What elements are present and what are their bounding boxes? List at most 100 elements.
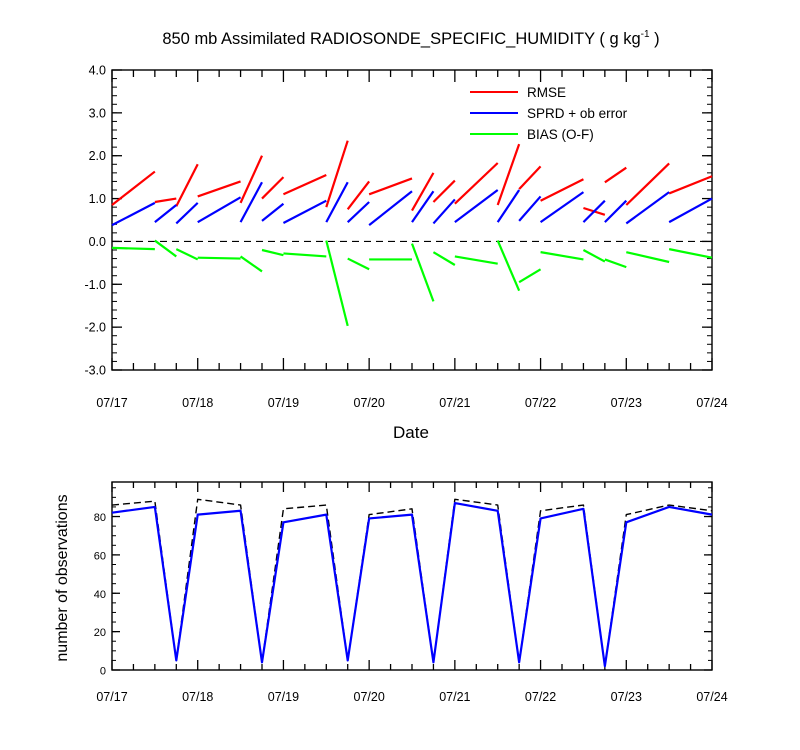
y-tick-label: 0.0: [89, 235, 106, 249]
line-segment: [604, 258, 627, 269]
line-segment: [668, 175, 713, 195]
line-segment: [197, 256, 241, 260]
x-tick-label: 07/22: [525, 690, 556, 704]
legend: RMSE SPRD + ob error BIAS (O-F): [470, 85, 628, 142]
line-segment: [261, 248, 284, 257]
series-rmse: [111, 140, 713, 216]
legend-label: SPRD + ob error: [527, 106, 628, 121]
line-segment: [496, 143, 521, 206]
line-segment: [325, 240, 349, 327]
line-segment: [325, 181, 349, 223]
y-tick-label: 60: [94, 550, 106, 562]
line-segment: [111, 170, 156, 206]
line-segment: [518, 268, 542, 284]
line-segment: [582, 249, 606, 263]
line-segment: [604, 199, 628, 223]
x-axis-label: Date: [393, 423, 429, 442]
line-segment: [668, 248, 713, 259]
line-segment: [411, 172, 435, 212]
x-tick-label: 07/20: [354, 396, 385, 410]
line-segment: [283, 252, 327, 258]
x-tick-label: 07/17: [96, 690, 127, 704]
line-segment: [496, 189, 521, 223]
line-segment: [368, 190, 413, 227]
x-tick-label: 07/24: [696, 690, 727, 704]
x-tick-label: 07/23: [611, 396, 642, 410]
y-tick-label: -1.0: [84, 278, 106, 292]
line-segment: [625, 162, 670, 206]
y-tick-label: 2.0: [89, 149, 106, 163]
line-segment: [347, 257, 370, 271]
line-segment: [518, 195, 542, 222]
line-segment: [625, 191, 670, 225]
y-tick-label: 4.0: [89, 64, 106, 78]
line-segment: [239, 155, 264, 204]
line-segment: [175, 202, 199, 225]
line-segment: [626, 251, 670, 264]
line-segment: [346, 201, 370, 223]
line-segment: [175, 248, 199, 261]
y-tick-label: 20: [94, 627, 106, 639]
y-tick-label: -3.0: [84, 364, 106, 378]
line-segment: [197, 196, 242, 224]
line-segment: [540, 251, 584, 261]
line-segment: [282, 173, 327, 196]
line-segment: [282, 199, 327, 224]
line-segment: [346, 180, 371, 210]
line-segment: [432, 198, 456, 225]
x-tick-label: 07/20: [354, 690, 385, 704]
line-segment: [154, 239, 177, 258]
line-segment: [239, 181, 263, 223]
line-segment: [197, 180, 241, 198]
line-segment: [175, 163, 199, 207]
line-segment: [111, 201, 156, 227]
line-segment: [539, 191, 585, 224]
line-segment: [368, 177, 413, 196]
line-segment: [432, 179, 456, 203]
line-segment: [454, 189, 499, 224]
x-tick-label: 07/21: [439, 690, 470, 704]
x-tick-label: 07/18: [182, 396, 213, 410]
line-segment: [454, 255, 498, 265]
x-tick-label: 07/24: [696, 396, 727, 410]
x-tick-label: 07/19: [268, 690, 299, 704]
line-segment: [410, 243, 435, 302]
y-tick-label: 40: [94, 589, 106, 601]
x-tick-label: 07/23: [611, 690, 642, 704]
y-tick-label: 3.0: [89, 106, 106, 120]
y-axis-label: number of observations: [54, 494, 71, 661]
line-segment: [411, 190, 435, 223]
line-segment: [325, 140, 349, 208]
series-sprd-ob-error: [111, 181, 713, 227]
line-segment: [432, 251, 456, 266]
line-segment: [604, 166, 627, 184]
chart-title: 850 mb Assimilated RADIOSONDE_SPECIFIC_H…: [162, 29, 659, 48]
line-segment: [154, 204, 177, 223]
legend-label: RMSE: [527, 85, 566, 100]
line-segment: [518, 165, 542, 190]
x-tick-label: 07/19: [268, 396, 299, 410]
bottom-plot: 0 20 40 60 80 07/17 07/18 07/19 07/20 07/21 07/22 0…: [94, 481, 728, 704]
line-segment: [454, 162, 499, 205]
x-tick-label: 07/18: [182, 690, 213, 704]
series-bias-o-f: [111, 239, 713, 327]
y-tick-label: 1.0: [89, 192, 106, 206]
line-segment: [154, 197, 177, 204]
x-tick-label: 07/22: [525, 396, 556, 410]
x-tick-label: 07/21: [439, 396, 470, 410]
legend-label: BIAS (O-F): [527, 127, 594, 142]
line-segment: [239, 255, 263, 273]
x-tick-label: 07/17: [96, 396, 127, 410]
y-tick-label: 0: [100, 666, 106, 678]
series-assimilated-observations: [111, 502, 713, 668]
line-segment: [582, 199, 606, 223]
line-segment: [668, 197, 713, 224]
top-plot: -3.0 -2.0 -1.0 0.0 1.0 2.0 3.0 4.0 07/17 07/18 07/…: [84, 64, 727, 411]
line-segment: [261, 202, 285, 222]
y-tick-label: 80: [94, 512, 106, 524]
line-segment: [496, 240, 521, 292]
line-segment: [111, 246, 155, 251]
series-possible-observations: [111, 498, 713, 667]
line-segment: [261, 176, 285, 200]
